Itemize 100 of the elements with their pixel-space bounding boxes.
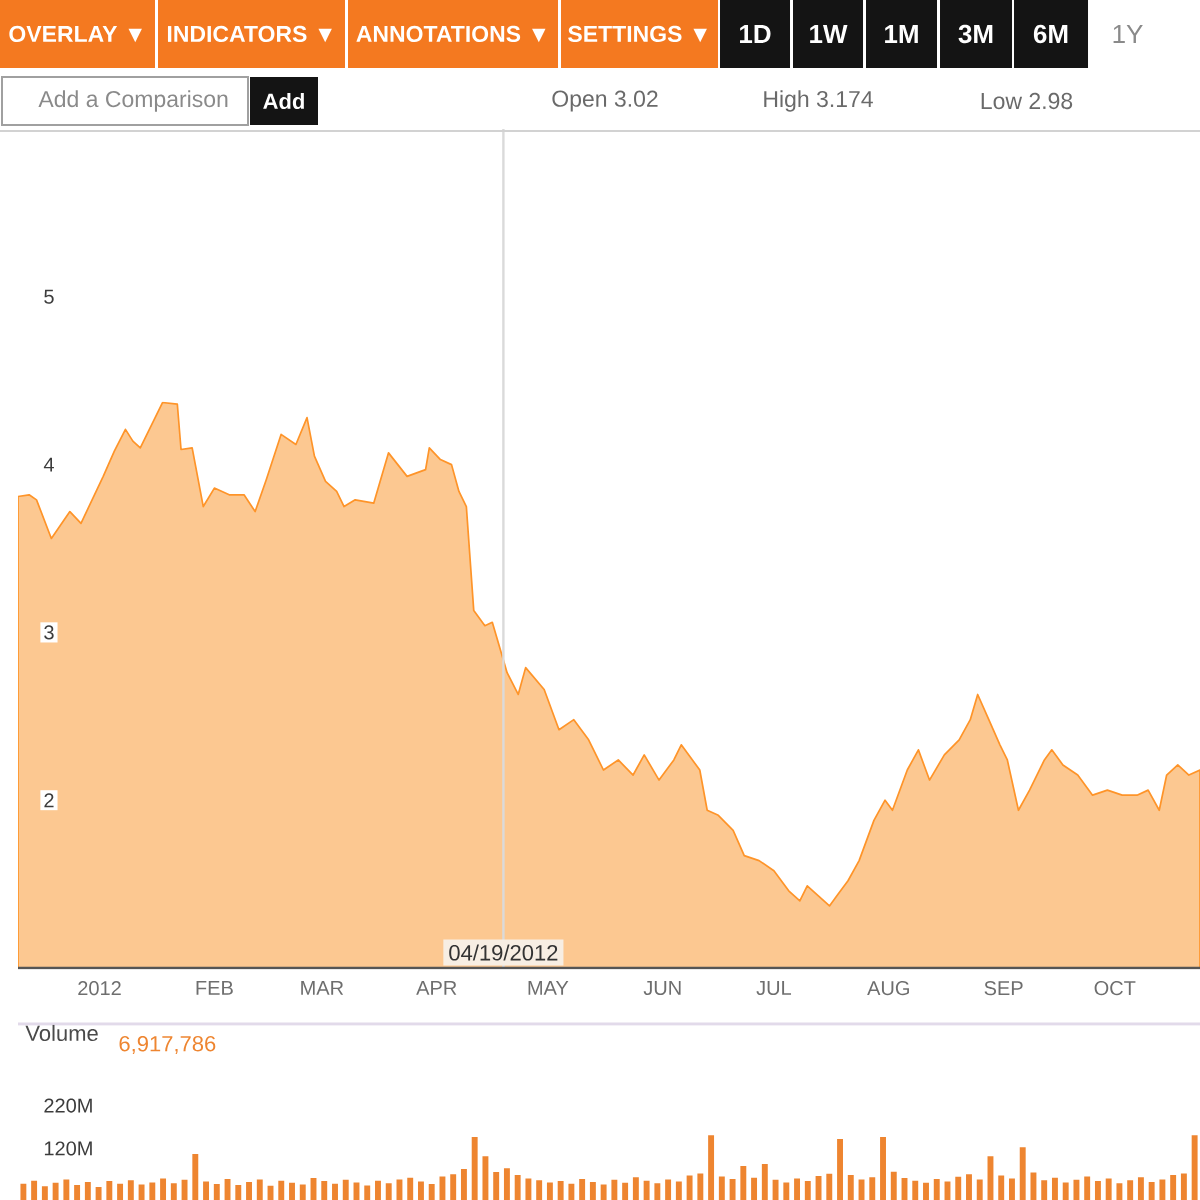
bar — [869, 1177, 876, 1200]
bar — [546, 1182, 553, 1200]
bar — [278, 1180, 285, 1200]
bar — [289, 1182, 295, 1200]
text: INDICATORS ▼ — [167, 25, 332, 43]
chart-title: Volume — [25, 1024, 98, 1042]
x-tick-label: FEB — [196, 981, 233, 995]
bar — [106, 1181, 113, 1200]
bar — [52, 1182, 59, 1200]
bar — [503, 1168, 510, 1200]
annotation: 6,917,786 — [119, 1035, 216, 1055]
bar — [127, 1180, 134, 1200]
text: Low 2.98 — [981, 92, 1073, 110]
bar — [1030, 1172, 1037, 1200]
bar — [235, 1184, 242, 1200]
bar — [697, 1173, 704, 1200]
bar — [514, 1175, 521, 1200]
bar — [138, 1184, 145, 1200]
bar — [1170, 1175, 1177, 1200]
bar — [837, 1139, 843, 1200]
bar — [342, 1179, 349, 1200]
bar — [1137, 1177, 1144, 1200]
bar — [890, 1171, 897, 1200]
bar — [966, 1174, 972, 1200]
bar — [643, 1180, 650, 1200]
bar — [826, 1173, 833, 1200]
bar — [332, 1183, 338, 1200]
bar — [246, 1181, 252, 1200]
bar — [439, 1176, 446, 1200]
bar — [170, 1183, 177, 1200]
bar — [665, 1179, 672, 1200]
bar — [611, 1179, 618, 1200]
text: ANNOTATIONS ▼ — [356, 25, 546, 43]
bar — [955, 1176, 962, 1200]
bar — [1127, 1180, 1134, 1200]
bar — [1019, 1147, 1026, 1200]
x-tick-label: 2012 — [78, 981, 121, 996]
bar — [471, 1136, 478, 1200]
bar — [912, 1180, 919, 1200]
bar — [600, 1184, 607, 1200]
text: SETTINGS ▼ — [568, 25, 707, 43]
bar — [783, 1182, 790, 1200]
bar — [1180, 1173, 1187, 1200]
bar — [74, 1184, 81, 1200]
ref-line-label: 04/19/2012 — [449, 944, 558, 961]
bar — [407, 1177, 414, 1200]
bar — [1116, 1183, 1123, 1200]
bar — [622, 1182, 629, 1200]
text: Add a Comparison — [38, 90, 228, 112]
bar — [1051, 1177, 1058, 1200]
text: 1Y — [1113, 25, 1143, 43]
bar — [493, 1172, 500, 1200]
bar — [1084, 1176, 1091, 1200]
bar — [1148, 1181, 1155, 1200]
bar — [718, 1176, 725, 1200]
y-tick-label: 120M — [44, 1141, 92, 1156]
bar — [95, 1187, 102, 1200]
text: 6M — [1033, 24, 1068, 44]
bar — [933, 1178, 940, 1200]
bar — [880, 1136, 886, 1200]
text: 1W — [810, 25, 848, 43]
bar — [256, 1179, 263, 1200]
bar — [772, 1179, 779, 1200]
bar — [1073, 1179, 1080, 1200]
text: Add — [263, 92, 304, 110]
bar — [84, 1181, 91, 1200]
bar — [557, 1181, 564, 1200]
bar — [751, 1177, 758, 1200]
text: 1M — [885, 25, 918, 43]
bar — [63, 1179, 70, 1200]
bar — [1041, 1180, 1048, 1200]
bar — [213, 1184, 220, 1200]
bar — [1062, 1182, 1069, 1200]
bar — [160, 1178, 167, 1200]
bar — [740, 1166, 747, 1200]
text: Open 3.02 — [552, 90, 658, 112]
bar — [761, 1163, 768, 1200]
bar — [450, 1174, 457, 1200]
bar — [428, 1184, 435, 1200]
bar — [998, 1175, 1005, 1200]
bar — [117, 1183, 124, 1200]
text: High 3.174 — [764, 90, 873, 112]
text: 3M — [958, 24, 993, 44]
bar — [794, 1178, 801, 1200]
bar — [589, 1181, 596, 1200]
y-tick-label: 5 — [44, 289, 54, 304]
bar — [203, 1181, 210, 1200]
x-tick-label: APR — [416, 981, 457, 995]
y-tick-label: 3 — [44, 625, 54, 640]
y-tick-label: 4 — [43, 457, 54, 472]
bar — [224, 1178, 231, 1200]
bar — [847, 1175, 854, 1200]
x-tick-label: OCT — [1094, 981, 1136, 996]
bar — [568, 1183, 575, 1200]
bar — [31, 1180, 38, 1200]
bar — [385, 1183, 392, 1200]
bar — [976, 1179, 983, 1200]
bar — [1159, 1179, 1166, 1200]
bar — [923, 1182, 929, 1200]
bar — [1009, 1178, 1015, 1200]
